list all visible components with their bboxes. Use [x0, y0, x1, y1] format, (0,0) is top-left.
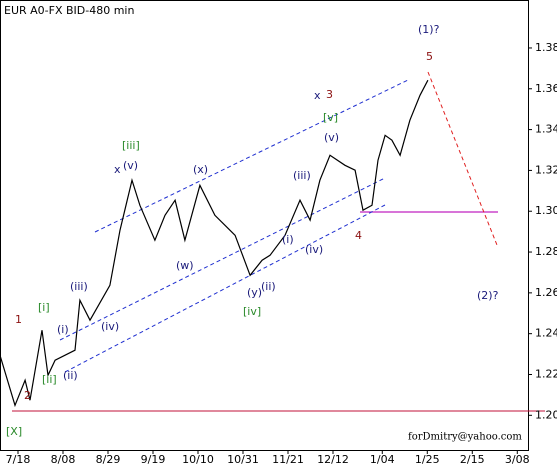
wave-label: [ii]: [42, 373, 57, 386]
wave-label: (iv): [305, 243, 323, 256]
y-tick-label: 1.24: [535, 327, 557, 340]
x-tick-label: 2/15: [460, 453, 485, 466]
wave-label: 2: [24, 389, 31, 402]
x-tick-label: 8/08: [51, 453, 76, 466]
wave-label: (i): [57, 323, 69, 336]
wave-label: (i): [282, 233, 294, 246]
y-tick-label: 1.28: [535, 245, 557, 258]
channel-line: [94, 79, 409, 233]
projection-line: [427, 71, 498, 246]
x-tick-label: 10/10: [182, 453, 214, 466]
y-tick-label: 1.30: [535, 204, 557, 217]
wave-label: 5: [426, 50, 433, 63]
y-tick-label: 1.26: [535, 286, 557, 299]
wave-label: [iii]: [122, 139, 140, 152]
wave-label: 1: [15, 313, 22, 326]
y-tick-label: 1.20: [535, 408, 557, 421]
wave-label: (iii): [70, 280, 88, 293]
wave-label: (y): [247, 286, 262, 299]
x-tick-label: 9/19: [141, 453, 166, 466]
y-tick-label: 1.22: [535, 367, 557, 380]
wave-label: [X]: [6, 425, 22, 438]
wave-label: (w): [176, 259, 194, 272]
x-tick-label: 11/21: [272, 453, 304, 466]
y-tick-label: 1.36: [535, 82, 557, 95]
wave-label: [iv]: [243, 305, 261, 318]
x-tick-label: 10/31: [227, 453, 259, 466]
wave-label: (v): [123, 159, 138, 172]
plot-frame: [0, 0, 529, 451]
x-tick-label: 12/12: [317, 453, 349, 466]
wave-label: (2)?: [477, 289, 499, 302]
watermark: forDmitry@yahoo.com: [408, 432, 522, 443]
wave-label: 4: [355, 229, 362, 242]
wave-label: x: [314, 89, 321, 102]
wave-label: [v]: [323, 111, 338, 124]
wave-label: (1)?: [418, 23, 440, 36]
wave-label: 3: [326, 88, 333, 101]
channel-line: [59, 177, 386, 341]
chart-title: EUR A0-FX BID-480 min: [4, 4, 134, 17]
wave-label: (iv): [101, 320, 119, 333]
wave-label: (x): [193, 163, 208, 176]
y-tick-label: 1.34: [535, 123, 557, 136]
price-line: [0, 79, 429, 408]
wave-label: (ii): [261, 280, 276, 293]
wave-label: [i]: [38, 301, 50, 314]
wave-label: x: [114, 163, 121, 176]
x-tick-label: 7/18: [6, 453, 31, 466]
wave-label: (iii): [293, 169, 311, 182]
x-tick-label: 8/29: [96, 453, 121, 466]
wave-label: (ii): [63, 369, 78, 382]
x-tick-label: 3/08: [505, 453, 530, 466]
y-tick-label: 1.38: [535, 41, 557, 54]
x-tick-label: 1/04: [370, 453, 395, 466]
y-tick-label: 1.32: [535, 163, 557, 176]
x-tick-label: 1/25: [415, 453, 440, 466]
wave-label: (v): [324, 131, 339, 144]
